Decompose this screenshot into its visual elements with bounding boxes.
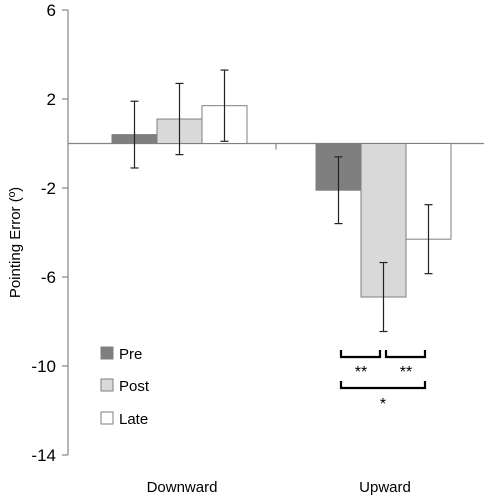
legend-label-late: Late [119,411,148,428]
significance-label: ** [400,364,412,381]
y-tick-label: -2 [41,179,56,198]
significance-bracket [384,350,427,359]
y-tick-label: -10 [31,357,56,376]
labels: Pointing Error (º) Downward Upward [7,187,411,496]
significance-bracket [339,381,427,390]
y-tick-label: 2 [47,90,56,109]
y-tick-label: 6 [47,1,56,20]
legend-label-pre: Pre [119,346,142,363]
category-label: Upward [359,479,411,496]
y-tick-label: -14 [31,446,56,465]
significance-bracket [339,350,382,359]
legend-label-post: Post [119,378,150,395]
significance-label: * [380,396,386,413]
legend-swatch-late [100,411,114,425]
legend: Pre Post Late [100,346,150,428]
y-axis-title: Pointing Error (º) [7,187,24,298]
y-tick-label: -6 [41,268,56,287]
axes: 6 2 -2 -6 -10 -14 [31,1,484,465]
legend-swatch-post [100,378,114,392]
legend-swatch-pre [100,346,114,360]
bars [111,105,452,298]
significance-label: ** [355,364,367,381]
error-bars [130,69,433,333]
category-label: Downward [147,479,218,496]
significance-brackets: ** *** [339,350,427,413]
